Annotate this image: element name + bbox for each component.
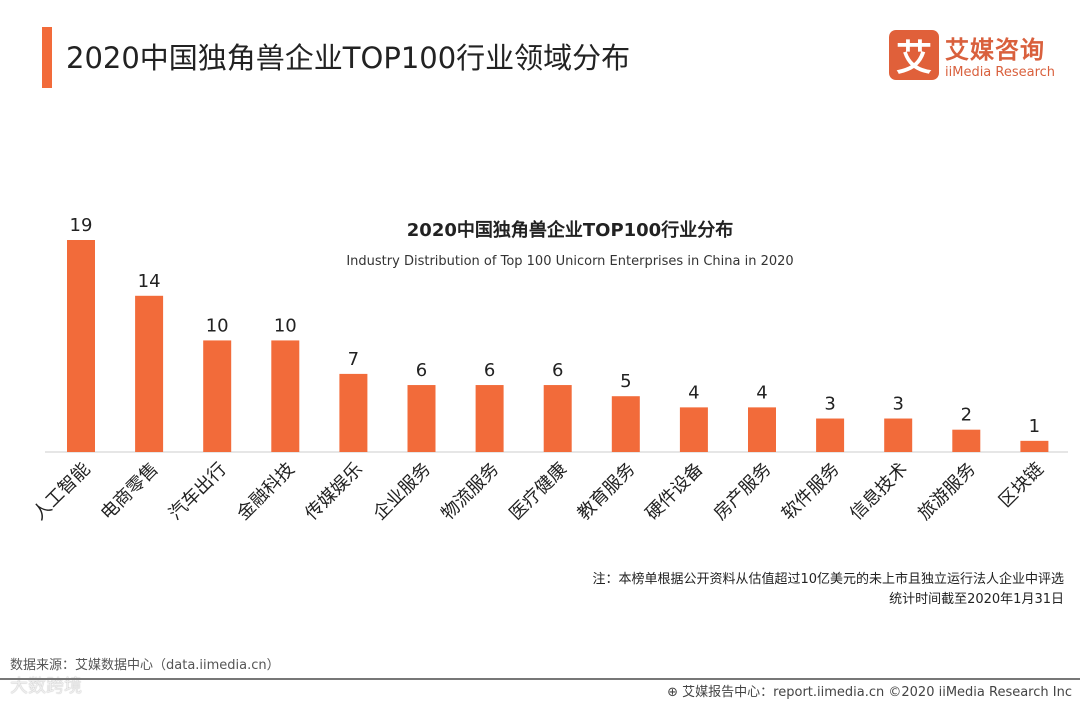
note-line-2: 统计时间截至2020年1月31日 — [889, 592, 1064, 607]
bar-5 — [407, 385, 436, 452]
data-source: 数据来源：艾媒数据中心（data.iimedia.cn） — [10, 658, 280, 673]
data-label: 6 — [416, 360, 427, 381]
data-label: 10 — [274, 315, 297, 336]
chart-note: 注：本榜单根据公开资料从估值超过10亿美元的未上市且独立运行法人企业中评选 统计… — [592, 570, 1064, 610]
title-accent-bar — [42, 27, 52, 88]
note-line-1: 注：本榜单根据公开资料从估值超过10亿美元的未上市且独立运行法人企业中评选 — [592, 572, 1064, 587]
bar-4 — [339, 373, 368, 452]
category-label: 软件服务 — [778, 459, 844, 525]
page-title: 2020中国独角兽企业TOP100行业领域分布 — [66, 41, 631, 75]
data-label: 4 — [688, 382, 699, 403]
category-label: 信息技术 — [846, 459, 912, 525]
bar-11 — [816, 418, 845, 452]
category-label: 教育服务 — [574, 459, 640, 525]
footer-copyright: ⊕ 艾媒报告中心：report.iimedia.cn ©2020 iiMedia… — [667, 685, 1072, 700]
bar-14 — [1020, 440, 1049, 452]
category-label: 物流服务 — [437, 459, 503, 525]
data-label: 2 — [961, 405, 972, 426]
category-label: 金融科技 — [233, 459, 299, 525]
footer-divider — [0, 678, 1080, 680]
category-label: 医疗健康 — [505, 459, 571, 525]
chart-title: 2020中国独角兽企业TOP100行业分布 — [407, 219, 733, 241]
category-label: 企业服务 — [369, 459, 435, 525]
bar-13 — [952, 429, 981, 452]
logo-en: iiMedia Research — [945, 65, 1056, 80]
bar-8 — [611, 396, 640, 452]
data-label: 14 — [138, 271, 161, 292]
category-label: 电商零售 — [97, 459, 163, 525]
data-label: 7 — [348, 349, 359, 370]
bar-6 — [475, 385, 504, 452]
category-label: 汽车出行 — [165, 459, 231, 525]
data-label: 6 — [484, 360, 495, 381]
category-label: 旅游服务 — [914, 459, 980, 525]
data-label: 3 — [824, 394, 835, 415]
logo-cn: 艾媒咨询 — [945, 36, 1045, 64]
bar-7 — [543, 385, 572, 452]
bar-10 — [748, 407, 776, 452]
data-label: 10 — [206, 315, 229, 336]
iimedia-logo: 艾 艾媒咨询 iiMedia Research — [889, 30, 1055, 80]
data-label: 1 — [1029, 416, 1040, 437]
category-label: 人工智能 — [29, 459, 95, 525]
data-label: 4 — [756, 382, 767, 403]
logo-mark: 艾 — [889, 30, 939, 80]
bar-chart: 2020中国独角兽企业TOP100行业分布 Industry Distribut… — [29, 215, 1068, 525]
data-label: 6 — [552, 360, 563, 381]
bar-12 — [884, 418, 913, 452]
bar-3 — [271, 340, 300, 452]
category-label: 硬件设备 — [642, 459, 708, 525]
category-label: 传媒娱乐 — [301, 459, 367, 525]
bar-0 — [67, 240, 95, 452]
bar-9 — [679, 407, 708, 452]
category-label: 房产服务 — [710, 459, 776, 525]
data-label: 5 — [620, 371, 631, 392]
watermark: 大数跨境 — [10, 676, 82, 697]
category-label: 区块链 — [995, 459, 1048, 512]
bar-2 — [203, 340, 232, 452]
chart-subtitle: Industry Distribution of Top 100 Unicorn… — [346, 254, 793, 269]
data-label: 3 — [892, 394, 903, 415]
bar-1 — [135, 295, 164, 452]
data-label: 19 — [70, 215, 93, 236]
